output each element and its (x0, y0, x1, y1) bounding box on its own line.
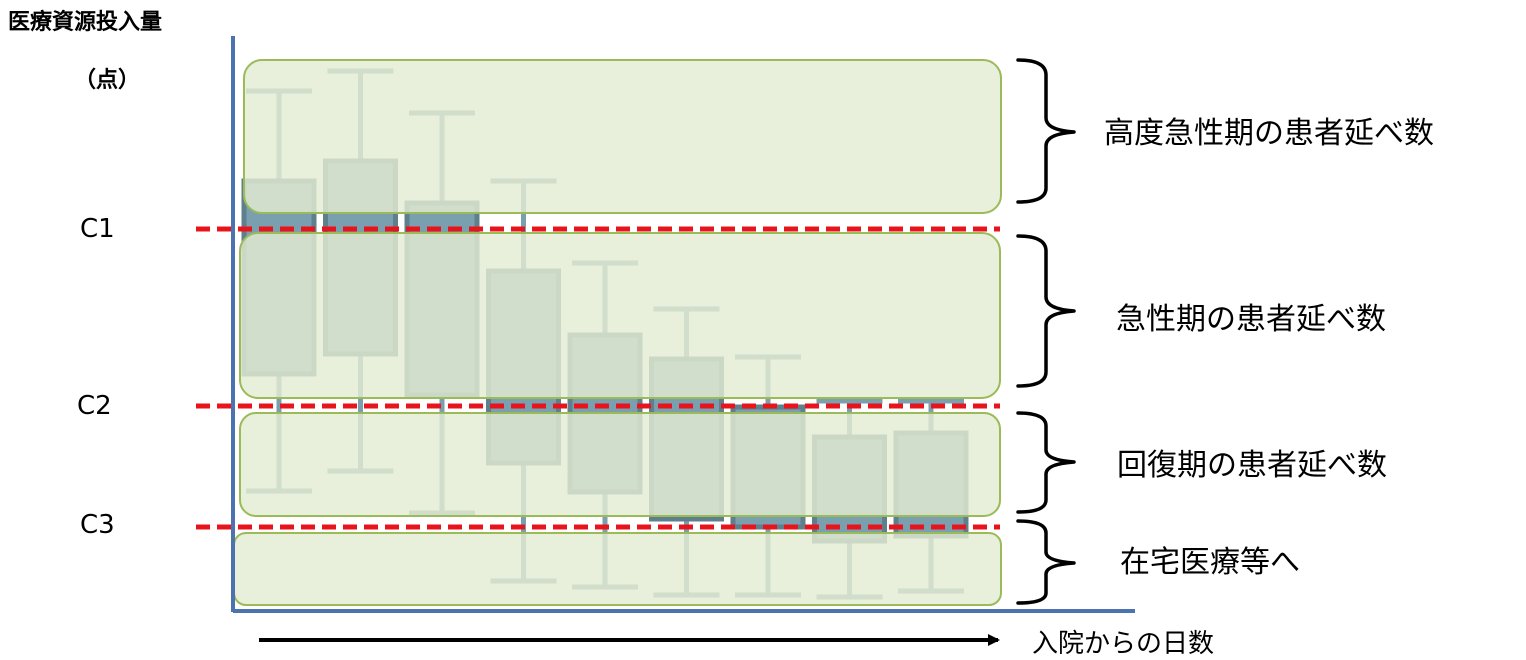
category-label-recovery: 回復期の患者延べ数 (1117, 448, 1387, 483)
zone-acute (239, 232, 1001, 399)
zone-high-acute (243, 59, 1002, 214)
brace-home-care (1016, 519, 1076, 605)
y-axis-label: 医療資源投入量 (8, 10, 163, 35)
zone-recovery (239, 412, 1001, 517)
category-zones (233, 59, 1002, 606)
y-axis-unit: （点） (74, 68, 141, 93)
zone-home-care (233, 532, 1002, 606)
category-label-high-acute: 高度急性期の患者延べ数 (1104, 116, 1434, 151)
threshold-label-c3: C3 (80, 510, 115, 540)
brace-high-acute (1016, 58, 1076, 204)
x-axis-label: 入院からの日数 (1032, 629, 1215, 659)
threshold-label-c2: C2 (77, 391, 112, 421)
category-braces (1016, 58, 1076, 605)
axes (231, 36, 1135, 613)
brace-acute (1016, 234, 1076, 388)
category-label-home-care: 在宅医療等へ (1120, 545, 1300, 580)
threshold-lines (196, 226, 1000, 530)
threshold-label-c1: C1 (80, 214, 115, 244)
category-label-acute: 急性期の患者延べ数 (1116, 302, 1386, 337)
brace-recovery (1016, 411, 1076, 514)
